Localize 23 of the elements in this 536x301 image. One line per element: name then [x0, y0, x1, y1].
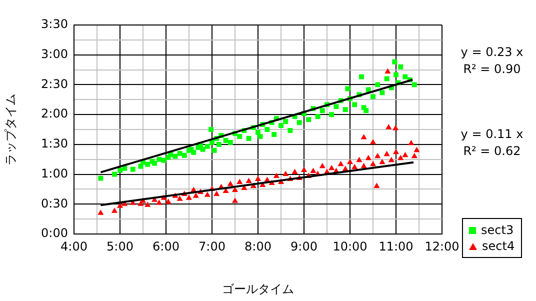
- y-tick-label: 3:00: [41, 46, 68, 61]
- x-tick-label: 8:00: [244, 239, 272, 254]
- y-tick-label: 2:30: [41, 76, 68, 91]
- y-tick-label: 0:30: [41, 196, 68, 210]
- y-tick-label: 1:00: [41, 166, 68, 180]
- legend-label: sect4: [482, 239, 515, 253]
- x-tick-label: 12:00: [424, 239, 460, 254]
- x-tick-label: 6:00: [152, 239, 180, 254]
- x-axis-title: ゴールタイム: [222, 282, 294, 296]
- y-tick-label: 3:30: [41, 17, 68, 32]
- x-tick-label: 9:00: [290, 239, 318, 254]
- y-axis-title: ラップタイム: [3, 94, 18, 166]
- x-tick-label: 5:00: [106, 239, 134, 254]
- y-tick-label: 1:30: [41, 136, 68, 151]
- x-tick-label: 4:00: [60, 239, 88, 254]
- x-tick-label: 10:00: [332, 239, 368, 254]
- y-tick-label: 0:00: [41, 226, 68, 240]
- legend-label: sect3: [481, 223, 514, 237]
- text: y = 0.23 x R² = 0.90: [460, 44, 524, 78]
- x-tick-label: 7:00: [198, 239, 226, 254]
- text: y = 0.11 x R² = 0.62: [460, 126, 524, 160]
- y-tick-label: 2:00: [41, 106, 68, 121]
- x-tick-label: 11:00: [378, 239, 414, 254]
